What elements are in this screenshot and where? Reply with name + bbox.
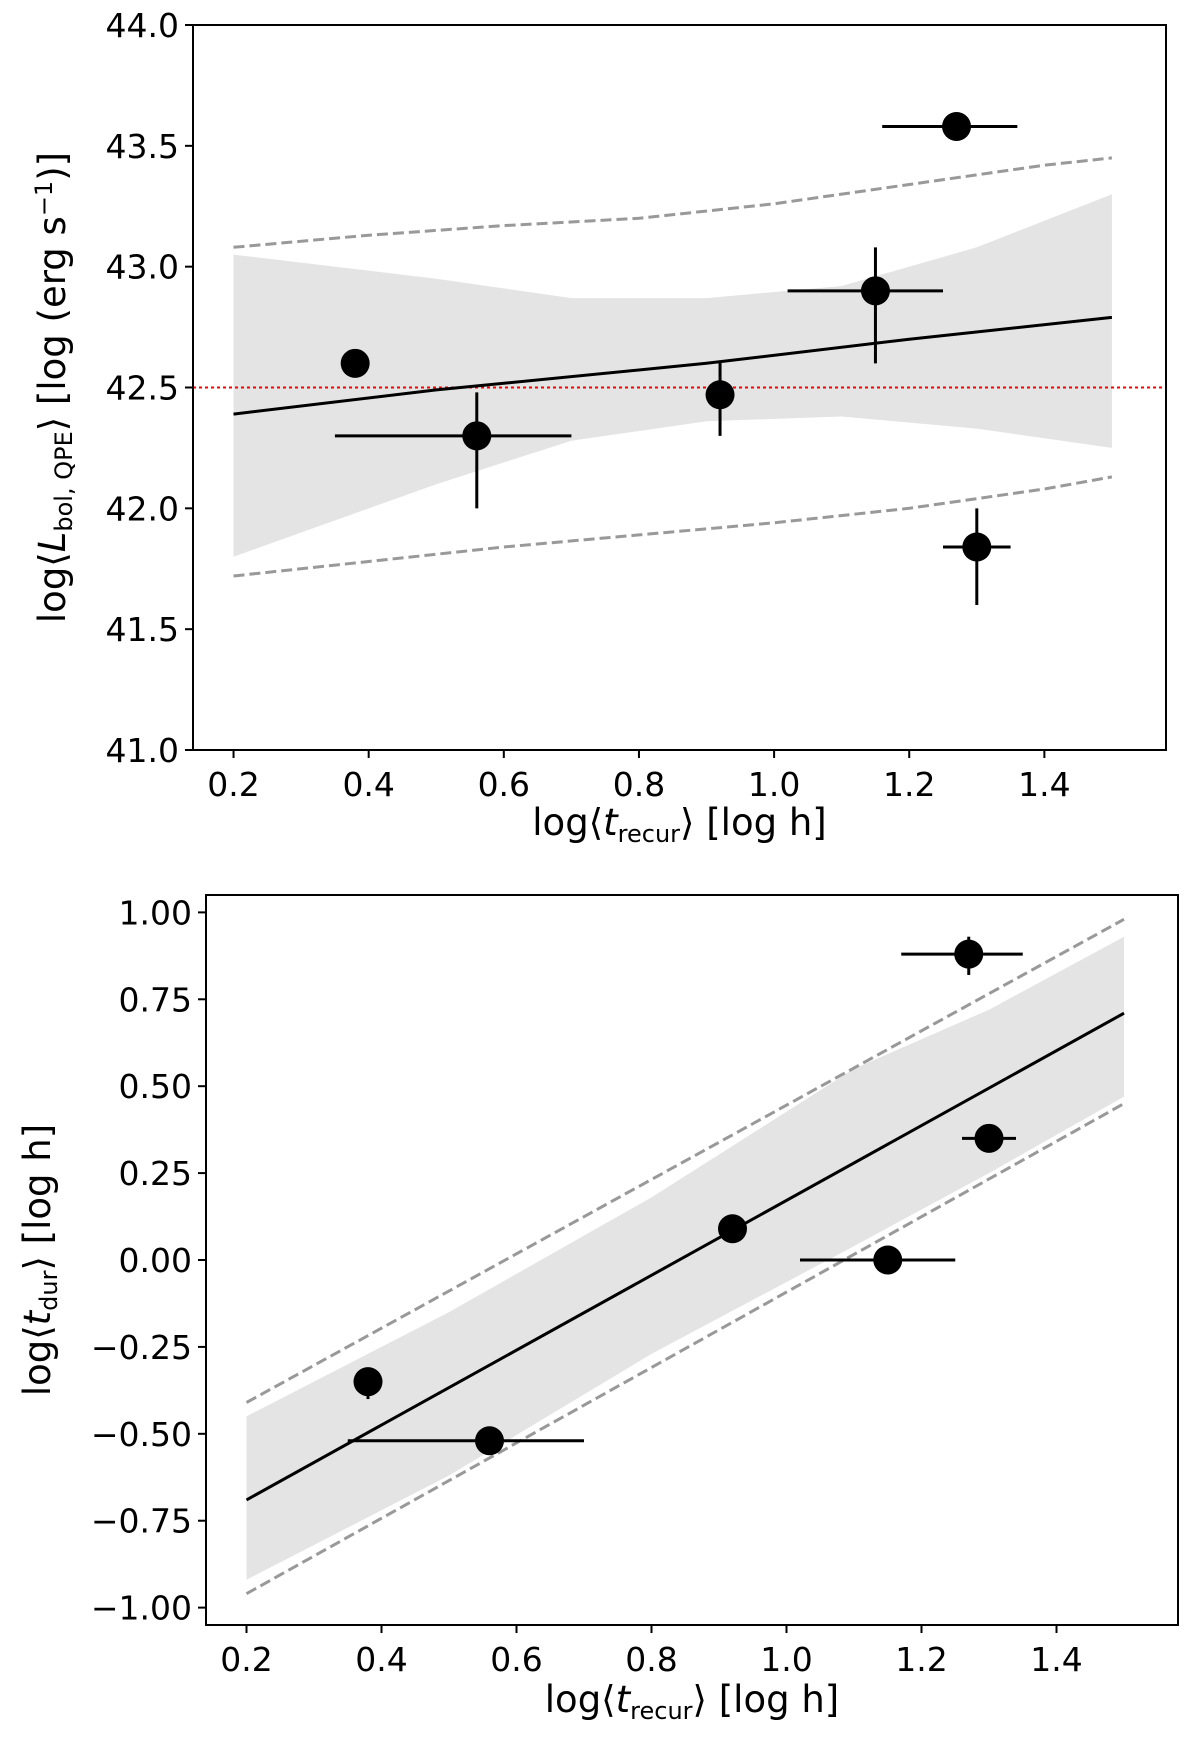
top-data-point-6 (943, 508, 1011, 605)
top-dashed-lower-bound (233, 475, 1113, 578)
bottom-data-point-5 (901, 936, 1023, 975)
bottom-marker-1 (353, 1367, 383, 1397)
bottom-data-point-3 (718, 1214, 747, 1244)
bottom-y-tick-label-1: −1.00 (91, 1589, 192, 1628)
bottom-chart: 0.2 0.4 0.6 0.8 1.0 1.2 1.4 −1.00 −0.75 −0.50 −0.2… (16, 893, 1179, 1725)
top-x-tick-label-2: 0.4 (342, 765, 394, 804)
top-x-tick-label-5: 1.0 (748, 765, 800, 804)
top-confidence-band (233, 194, 1112, 557)
top-y-tick-label-3: 42.0 (106, 489, 179, 528)
bottom-x-axis-label: log⟨trecur⟩ [log h] (545, 1678, 839, 1725)
top-x-axis-label: log⟨trecur⟩ [log h] (532, 801, 826, 848)
bottom-dashed-bounds (245, 917, 1125, 1596)
top-x-tick-label-7: 1.4 (1018, 765, 1070, 804)
bottom-y-tick-label-2: −0.75 (91, 1502, 192, 1541)
bottom-axis-ticks: 0.2 0.4 0.6 0.8 1.0 1.2 1.4 −1.00 −0.75 −0.50 −0.2… (91, 893, 1083, 1679)
top-dashed-bounds (233, 156, 1113, 578)
bottom-y-tick-label-9: 1.00 (119, 893, 192, 932)
bottom-x-tick-label-1: 0.2 (220, 1640, 272, 1679)
top-fit-line-group (233, 315, 1113, 416)
top-y-tick-label-5: 43.0 (106, 248, 179, 287)
top-fit-line (233, 315, 1113, 416)
bottom-fit-line-group (245, 1011, 1125, 1502)
top-y-tick-label-1: 41.0 (106, 731, 179, 770)
bottom-marker-5 (954, 939, 984, 969)
bottom-data-point-2 (347, 1426, 584, 1456)
top-shaded-band (233, 194, 1112, 557)
bottom-y-axis-label: log⟨tdur⟩ [log h] (16, 1124, 63, 1396)
bottom-x-tick-label-3: 0.6 (490, 1640, 542, 1679)
top-marker-2 (462, 421, 492, 451)
top-data-point-1 (340, 348, 370, 378)
bottom-data-point-4 (800, 1245, 956, 1275)
bottom-y-tick-label-8: 0.75 (119, 980, 192, 1019)
bottom-x-tick-label-2: 0.4 (355, 1640, 407, 1679)
bottom-y-tick-label-4: −0.25 (91, 1328, 192, 1367)
bottom-dashed-lower-bound (245, 1102, 1125, 1596)
bottom-data-point-6 (962, 1123, 1016, 1153)
bottom-y-tick-label-6: 0.25 (119, 1154, 192, 1193)
top-y-tick-label-2: 41.5 (106, 610, 179, 649)
top-y-axis-label: log⟨Lbol, QPE⟩ [log (erg s−1)] (30, 152, 78, 623)
bottom-data-points (347, 936, 1023, 1456)
top-marker-4 (860, 276, 890, 306)
top-data-point-4 (787, 247, 944, 364)
top-axis-ticks: 0.2 0.4 0.6 0.8 1.0 1.2 1.4 41.0 41.5 42.0 42.5 43.… (106, 6, 1071, 804)
bottom-y-tick-label-7: 0.50 (119, 1067, 192, 1106)
top-data-point-3 (705, 360, 735, 436)
top-data-points (334, 112, 1018, 605)
top-marker-3 (705, 380, 735, 410)
top-x-tick-label-6: 1.2 (883, 765, 935, 804)
top-y-tick-label-6: 43.5 (106, 127, 179, 166)
top-x-tick-label-4: 0.8 (613, 765, 665, 804)
bottom-dashed-upper-bound (245, 917, 1125, 1404)
top-axes-frame (192, 24, 1167, 751)
top-marker-1 (340, 348, 370, 378)
top-marker-5 (942, 112, 972, 141)
top-data-point-5 (882, 112, 1018, 141)
bottom-x-tick-label-4: 0.8 (625, 1640, 677, 1679)
bottom-marker-4 (873, 1245, 903, 1275)
bottom-y-tick-label-5: 0.00 (119, 1241, 192, 1280)
bottom-x-tick-label-7: 1.4 (1030, 1640, 1082, 1679)
bottom-fit-line (245, 1011, 1125, 1502)
bottom-marker-2 (475, 1426, 504, 1456)
bottom-y-tick-label-3: −0.50 (91, 1415, 192, 1454)
top-x-tick-label-3: 0.6 (478, 765, 530, 804)
bottom-x-tick-label-5: 1.0 (760, 1640, 812, 1679)
bottom-data-point-1 (353, 1367, 383, 1400)
top-y-tick-label-7: 44.0 (106, 6, 179, 45)
bottom-marker-3 (718, 1214, 747, 1244)
top-x-tick-label-1: 0.2 (207, 765, 259, 804)
bottom-x-tick-label-6: 1.2 (895, 1640, 947, 1679)
top-y-tick-label-4: 42.5 (106, 369, 179, 408)
top-marker-6 (962, 532, 992, 562)
top-data-point-2 (334, 392, 572, 509)
top-chart: 0.2 0.4 0.6 0.8 1.0 1.2 1.4 41.0 41.5 42.0 42.5 43.… (30, 6, 1167, 848)
top-dashed-upper-bound (233, 156, 1113, 249)
bottom-axes-frame (205, 894, 1179, 1626)
bottom-marker-6 (974, 1123, 1004, 1153)
